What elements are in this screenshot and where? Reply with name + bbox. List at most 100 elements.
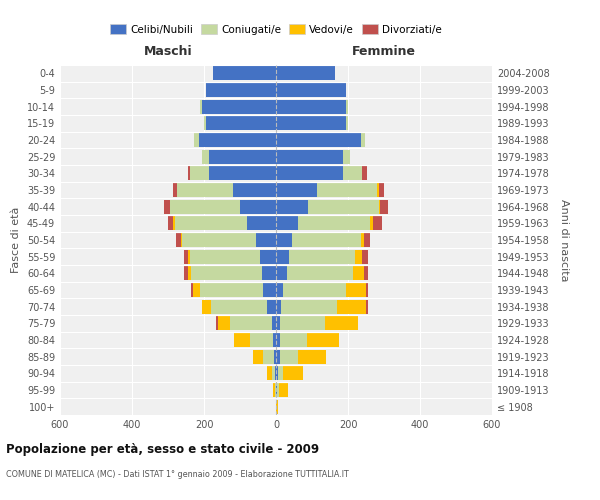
Bar xyxy=(283,283,346,297)
Bar xyxy=(355,250,362,264)
Bar xyxy=(247,216,276,230)
Bar xyxy=(276,116,346,130)
Bar xyxy=(191,266,262,280)
Bar xyxy=(176,233,181,247)
Bar xyxy=(276,300,281,314)
Bar xyxy=(380,200,388,214)
Bar xyxy=(188,166,190,180)
Bar xyxy=(263,283,276,297)
Bar xyxy=(202,300,211,314)
Bar xyxy=(253,350,263,364)
Bar xyxy=(188,250,190,264)
Bar xyxy=(276,100,346,114)
Bar xyxy=(200,100,202,114)
Bar xyxy=(267,366,272,380)
Bar xyxy=(250,333,273,347)
Bar xyxy=(273,333,276,347)
Bar xyxy=(276,350,280,364)
Bar xyxy=(278,366,283,380)
Bar xyxy=(276,183,317,197)
Bar xyxy=(308,200,379,214)
Bar xyxy=(281,300,337,314)
Bar xyxy=(274,350,276,364)
Bar xyxy=(366,283,368,297)
Bar xyxy=(362,166,367,180)
Bar xyxy=(276,333,280,347)
Bar xyxy=(206,116,276,130)
Bar xyxy=(233,183,276,197)
Bar xyxy=(184,266,188,280)
Bar xyxy=(218,316,230,330)
Bar xyxy=(366,300,368,314)
Bar xyxy=(175,216,247,230)
Bar xyxy=(262,266,276,280)
Bar xyxy=(276,383,277,397)
Bar xyxy=(182,233,256,247)
Bar xyxy=(280,333,307,347)
Legend: Celibi/Nubili, Coniugati/e, Vedovi/e, Divorziati/e: Celibi/Nubili, Coniugati/e, Vedovi/e, Di… xyxy=(107,21,445,38)
Bar xyxy=(164,200,170,214)
Bar xyxy=(170,200,240,214)
Bar xyxy=(177,183,233,197)
Bar xyxy=(181,233,182,247)
Bar xyxy=(346,100,348,114)
Bar xyxy=(209,150,276,164)
Bar xyxy=(362,250,368,264)
Bar xyxy=(373,216,382,230)
Text: Maschi: Maschi xyxy=(143,46,193,59)
Bar xyxy=(206,83,276,97)
Bar xyxy=(276,166,343,180)
Bar xyxy=(276,316,280,330)
Bar xyxy=(280,350,298,364)
Bar xyxy=(276,250,289,264)
Bar xyxy=(276,400,278,414)
Bar xyxy=(298,350,326,364)
Bar xyxy=(276,283,283,297)
Bar xyxy=(317,183,377,197)
Bar xyxy=(346,116,348,130)
Bar xyxy=(280,316,325,330)
Bar xyxy=(272,366,275,380)
Bar xyxy=(283,366,303,380)
Bar xyxy=(276,233,292,247)
Bar xyxy=(173,183,177,197)
Bar xyxy=(276,150,343,164)
Text: COMUNE DI MATELICA (MC) - Dati ISTAT 1° gennaio 2009 - Elaborazione TUTTITALIA.I: COMUNE DI MATELICA (MC) - Dati ISTAT 1° … xyxy=(6,470,349,479)
Bar xyxy=(343,166,362,180)
Bar xyxy=(168,216,173,230)
Bar xyxy=(307,333,339,347)
Bar xyxy=(230,316,272,330)
Bar xyxy=(211,300,267,314)
Bar xyxy=(233,333,250,347)
Bar xyxy=(194,133,199,147)
Bar xyxy=(213,66,276,80)
Bar xyxy=(275,366,276,380)
Bar xyxy=(202,150,209,164)
Bar xyxy=(276,266,287,280)
Bar xyxy=(184,250,188,264)
Bar xyxy=(276,200,308,214)
Bar xyxy=(263,350,274,364)
Bar xyxy=(277,383,278,397)
Bar xyxy=(200,283,263,297)
Bar xyxy=(190,250,260,264)
Text: Femmine: Femmine xyxy=(352,46,416,59)
Bar xyxy=(289,250,355,264)
Bar xyxy=(278,383,287,397)
Bar xyxy=(256,233,276,247)
Bar xyxy=(272,316,276,330)
Bar xyxy=(188,266,191,280)
Bar xyxy=(276,366,278,380)
Bar xyxy=(287,266,353,280)
Bar xyxy=(216,316,218,330)
Bar xyxy=(199,133,276,147)
Bar xyxy=(276,216,298,230)
Bar xyxy=(379,183,384,197)
Bar xyxy=(276,83,346,97)
Y-axis label: Fasce di età: Fasce di età xyxy=(11,207,21,273)
Bar xyxy=(346,283,366,297)
Bar xyxy=(204,116,206,130)
Bar xyxy=(190,166,209,180)
Bar xyxy=(325,316,358,330)
Bar xyxy=(377,183,379,197)
